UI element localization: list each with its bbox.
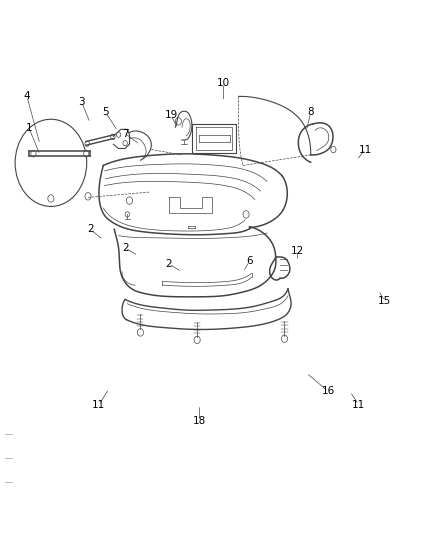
Circle shape bbox=[111, 134, 115, 140]
Text: 2: 2 bbox=[122, 243, 128, 253]
Circle shape bbox=[85, 192, 91, 200]
Circle shape bbox=[123, 141, 127, 146]
Circle shape bbox=[117, 132, 121, 138]
Circle shape bbox=[243, 211, 249, 218]
Text: 15: 15 bbox=[378, 296, 392, 306]
Circle shape bbox=[331, 147, 336, 153]
Text: 11: 11 bbox=[359, 144, 372, 155]
Text: 10: 10 bbox=[217, 78, 230, 88]
Circle shape bbox=[84, 151, 89, 157]
Circle shape bbox=[125, 212, 130, 217]
Text: 2: 2 bbox=[87, 224, 93, 235]
Circle shape bbox=[194, 336, 200, 344]
Text: 3: 3 bbox=[78, 96, 85, 107]
Text: 2: 2 bbox=[166, 259, 172, 269]
Text: 1: 1 bbox=[26, 123, 32, 133]
Circle shape bbox=[138, 329, 144, 336]
Circle shape bbox=[48, 195, 54, 202]
Circle shape bbox=[282, 335, 288, 343]
Circle shape bbox=[127, 197, 133, 204]
Text: 12: 12 bbox=[291, 246, 304, 255]
Circle shape bbox=[31, 151, 36, 157]
Text: 11: 11 bbox=[352, 400, 365, 410]
Circle shape bbox=[175, 118, 181, 125]
Text: 19: 19 bbox=[164, 110, 177, 120]
Text: 4: 4 bbox=[24, 91, 30, 101]
Circle shape bbox=[85, 141, 89, 147]
Text: 11: 11 bbox=[92, 400, 106, 410]
Text: 18: 18 bbox=[193, 416, 206, 426]
Text: 7: 7 bbox=[122, 128, 128, 139]
Text: 5: 5 bbox=[102, 107, 109, 117]
Text: 6: 6 bbox=[246, 256, 253, 266]
Text: 8: 8 bbox=[307, 107, 314, 117]
Text: 16: 16 bbox=[321, 386, 335, 397]
